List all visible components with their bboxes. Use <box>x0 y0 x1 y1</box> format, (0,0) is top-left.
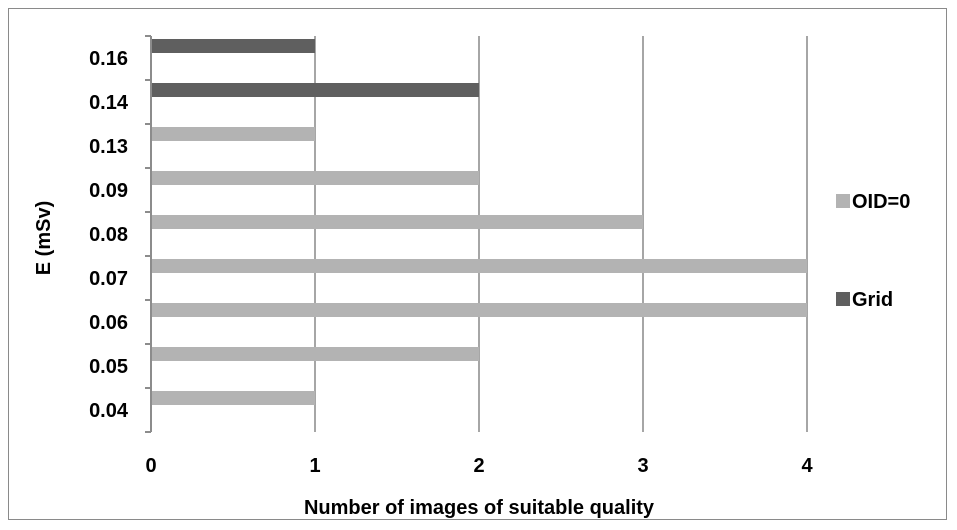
y-tick-label: 0.16 <box>89 48 128 70</box>
legend-swatch <box>836 194 850 208</box>
x-tick-label: 3 <box>637 455 648 477</box>
legend-label: Grid <box>852 289 893 311</box>
x-tick-label: 4 <box>801 455 813 477</box>
x-tick-label: 0 <box>145 455 156 477</box>
y-tick-label: 0.09 <box>89 180 128 202</box>
bar <box>151 347 479 361</box>
bar <box>151 303 807 317</box>
y-tick-label: 0.14 <box>89 92 129 114</box>
legend-swatch <box>836 292 850 306</box>
y-axis-title: E (mSv) <box>33 201 55 275</box>
bars <box>151 39 807 405</box>
bar <box>151 259 807 273</box>
axes <box>145 35 152 433</box>
bar <box>151 215 643 229</box>
y-tick-label: 0.05 <box>89 356 128 378</box>
bar <box>151 39 315 53</box>
bar <box>151 83 479 97</box>
legend: OID=0 Grid <box>836 191 910 311</box>
gridlines <box>314 36 808 432</box>
y-tick-label: 0.08 <box>89 224 128 246</box>
chart-frame <box>8 8 947 520</box>
bar <box>151 391 315 405</box>
x-axis-title: Number of images of suitable quality <box>304 497 655 519</box>
y-tick-label: 0.13 <box>89 136 128 158</box>
legend-label: OID=0 <box>852 191 910 213</box>
bar <box>151 171 479 185</box>
y-tick-label: 0.06 <box>89 312 128 334</box>
y-tick-labels: 0.04 0.05 0.06 0.07 0.08 0.09 0.13 0.14 0.16 <box>89 48 129 422</box>
x-tick-label: 2 <box>473 455 484 477</box>
y-tick-label: 0.04 <box>89 400 129 422</box>
bar <box>151 127 315 141</box>
x-tick-labels: 0 1 2 3 4 <box>145 455 813 477</box>
x-tick-label: 1 <box>309 455 320 477</box>
y-tick-label: 0.07 <box>89 268 128 290</box>
